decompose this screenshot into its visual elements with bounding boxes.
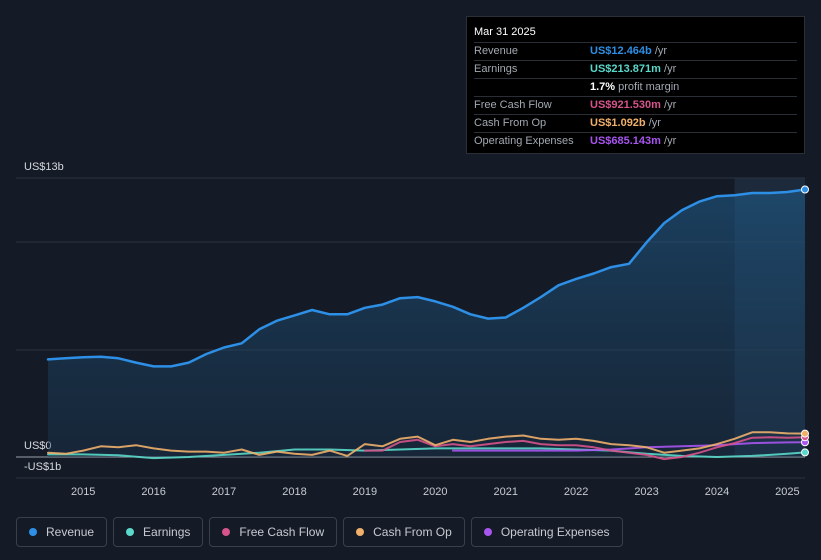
revenue-line bbox=[46, 188, 807, 368]
x-tick-label: 2020 bbox=[423, 486, 447, 498]
tooltip-date: Mar 31 2025 bbox=[474, 26, 536, 38]
legend-dot-icon bbox=[126, 528, 135, 536]
revenue-area bbox=[48, 189, 805, 457]
revenue-end-marker bbox=[801, 185, 809, 194]
legend-dot-icon bbox=[222, 528, 231, 536]
tooltip-row: 1.7% profit margin bbox=[474, 78, 797, 96]
tooltip-row: Free Cash Flow US$921.530m /yr bbox=[474, 96, 797, 114]
legend-item-revenue[interactable]: Revenue bbox=[16, 517, 108, 547]
legend-item-earnings[interactable]: Earnings bbox=[113, 517, 204, 547]
x-tick-label: 2025 bbox=[775, 486, 799, 498]
y-tick-label: US$13b bbox=[24, 161, 64, 173]
cash-from-op-line bbox=[47, 431, 806, 457]
legend-label: Earnings bbox=[143, 525, 191, 539]
x-tick-label: 2021 bbox=[493, 486, 517, 498]
legend-label: Cash From Op bbox=[373, 525, 452, 539]
tooltip-row: Revenue US$12.464b /yr bbox=[474, 42, 797, 60]
legend-item-operating-expenses[interactable]: Operating Expenses bbox=[470, 517, 623, 547]
tooltip-row: Earnings US$213.871m /yr bbox=[474, 60, 797, 78]
tooltip-row-label: Earnings bbox=[474, 63, 518, 75]
earnings-end-marker bbox=[801, 448, 809, 457]
x-tick-label: 2016 bbox=[141, 486, 165, 498]
y-tick-label: US$0 bbox=[24, 440, 52, 452]
x-tick-label: 2023 bbox=[634, 486, 658, 498]
tooltip-row-label: Free Cash Flow bbox=[474, 99, 552, 111]
operating-expenses-line bbox=[451, 441, 806, 452]
cash-from-op-end-marker bbox=[801, 429, 809, 438]
legend-dot-icon bbox=[29, 528, 37, 536]
x-tick-label: 2019 bbox=[353, 486, 377, 498]
x-tick-label: 2018 bbox=[282, 486, 306, 498]
tooltip-row-label: Revenue bbox=[474, 45, 519, 57]
tooltip-row-value: US$685.143m /yr bbox=[590, 135, 677, 147]
y-tick-label: -US$1b bbox=[24, 461, 61, 473]
x-tick-label: 2022 bbox=[564, 486, 588, 498]
tooltip-row-value: US$921.530m /yr bbox=[590, 99, 677, 111]
x-tick-label: 2015 bbox=[71, 486, 95, 498]
tooltip-row-value: US$12.464b /yr bbox=[590, 45, 668, 57]
tooltip: Mar 31 2025 Revenue US$12.464b /yr Earning… bbox=[466, 16, 805, 154]
x-tick-label: 2017 bbox=[212, 486, 236, 498]
legend-label: Revenue bbox=[46, 525, 95, 539]
tooltip-row-label: Cash From Op bbox=[474, 117, 547, 129]
tooltip-row-label: Operating Expenses bbox=[474, 135, 574, 147]
tooltip-row-value: US$213.871m /yr bbox=[590, 63, 677, 75]
legend-label: Free Cash Flow bbox=[239, 525, 325, 539]
legend-dot-icon bbox=[483, 528, 492, 536]
legend-label: Operating Expenses bbox=[500, 525, 610, 539]
legend: Revenue Earnings Free Cash Flow Cash From O… bbox=[16, 517, 623, 547]
tooltip-row: Cash From Op US$1.092b /yr bbox=[474, 114, 797, 132]
legend-item-free-cash-flow[interactable]: Free Cash Flow bbox=[209, 517, 338, 547]
legend-dot-icon bbox=[356, 528, 365, 536]
earnings-line bbox=[47, 447, 806, 460]
tooltip-row-value: US$1.092b /yr bbox=[590, 117, 661, 129]
tooltip-row-label bbox=[474, 79, 590, 96]
x-tick-label: 2024 bbox=[705, 486, 729, 498]
free-cash-flow-line bbox=[363, 436, 806, 461]
tooltip-row-value: 1.7% profit margin bbox=[590, 81, 680, 93]
tooltip-row: Operating Expenses US$685.143m /yr bbox=[474, 132, 797, 150]
legend-item-cash-from-op[interactable]: Cash From Op bbox=[343, 517, 465, 547]
